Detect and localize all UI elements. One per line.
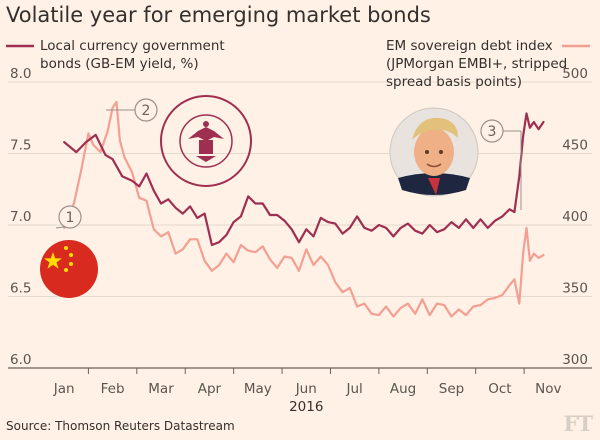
annotation-2: 2 xyxy=(106,95,252,187)
right-axis-tick-label: 350 xyxy=(562,281,588,297)
legend-label-embi-line3: spread basis points) xyxy=(386,74,522,90)
annotation-1-label: 1 xyxy=(66,210,75,226)
legend-label-embi-line1: EM sovereign debt index xyxy=(386,38,553,54)
annotation-3-marker xyxy=(480,119,504,143)
x-axis-tick-label: Sep xyxy=(439,381,464,397)
annotation-3-label: 3 xyxy=(488,124,497,140)
tick-layer: 6.0 6.5 7.0 7.5 8.0 300 350 400 450 500 Jan Feb Mar A… xyxy=(10,66,588,415)
annotation-1-marker xyxy=(58,205,82,229)
x-axis-tick-label: Jan xyxy=(53,381,75,397)
right-axis-tick-label: 300 xyxy=(562,352,588,368)
legend-label-local-currency-line1: Local currency government xyxy=(40,38,225,54)
x-axis-tick-label: Feb xyxy=(101,381,125,397)
annotation-1: 1 xyxy=(40,205,98,298)
left-axis-tick-label: 8.0 xyxy=(10,66,31,82)
left-axis-tick-label: 7.5 xyxy=(10,138,31,154)
left-axis-tick-label: 6.5 xyxy=(10,281,31,297)
x-axis-tick-label: May xyxy=(244,381,272,397)
right-axis-tick-label: 450 xyxy=(562,138,588,154)
right-axis-tick-label: 400 xyxy=(562,209,588,225)
ft-logo: FT xyxy=(563,411,593,436)
annotation-3: 3 xyxy=(389,107,522,210)
grid-layer xyxy=(8,81,592,369)
legend-label-local-currency-line2: bonds (GB-EM yield, %) xyxy=(40,56,199,72)
series-line-embi-spread xyxy=(63,100,545,318)
right-axis-tick-label: 500 xyxy=(562,66,588,82)
x-axis-tick-label: Oct xyxy=(488,381,511,397)
x-axis-tick-label: Nov xyxy=(535,381,561,397)
x-axis-tick-label: Jul xyxy=(346,381,363,397)
source-note: Source: Thomson Reuters Datastream xyxy=(6,419,235,433)
legend: Local currency government bonds (GB-EM y… xyxy=(6,38,590,90)
annotation-2-marker xyxy=(134,98,158,122)
portrait-photo-icon xyxy=(389,107,479,197)
annotation-2-label: 2 xyxy=(142,103,151,119)
series-layer xyxy=(63,100,545,318)
left-axis-tick-label: 7.0 xyxy=(10,209,31,225)
chart-title: Volatile year for emerging market bonds xyxy=(6,3,431,27)
china-flag-icon xyxy=(40,240,98,298)
x-axis-year-label: 2016 xyxy=(289,399,323,415)
federal-reserve-seal-icon xyxy=(160,95,252,187)
x-axis-tick-label: Jun xyxy=(295,381,317,397)
series-line-local-currency-yield xyxy=(63,112,545,247)
legend-label-embi-line2: (JPMorgan EMBI+, stripped xyxy=(386,56,567,72)
x-axis-tick-label: Mar xyxy=(148,381,174,397)
x-axis-tick-label: Aug xyxy=(390,381,416,397)
left-axis-tick-label: 6.0 xyxy=(10,352,31,368)
x-axis-tick-label: Apr xyxy=(198,381,222,397)
